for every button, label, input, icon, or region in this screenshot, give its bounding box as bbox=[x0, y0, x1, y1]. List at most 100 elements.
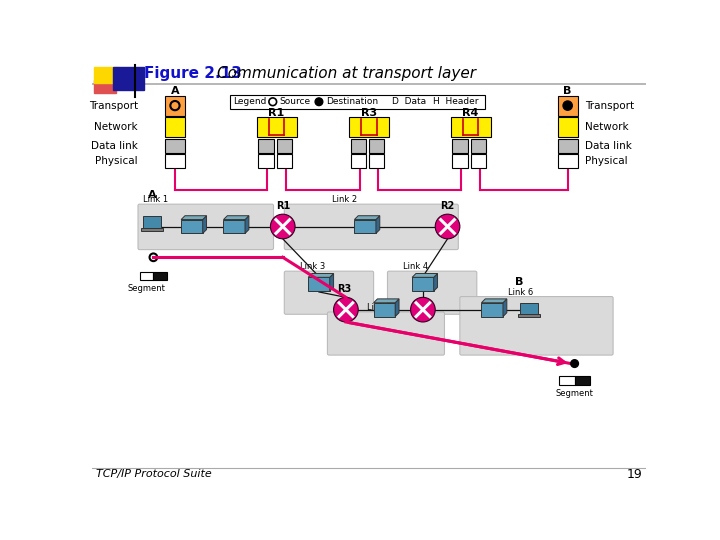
Bar bbox=[140, 272, 153, 280]
Text: D4: D4 bbox=[562, 376, 572, 385]
Bar bbox=[558, 117, 577, 137]
Polygon shape bbox=[223, 215, 249, 220]
Bar bbox=[349, 117, 389, 137]
Text: TCP/IP Protocol Suite: TCP/IP Protocol Suite bbox=[96, 469, 212, 480]
Circle shape bbox=[410, 298, 435, 322]
Bar bbox=[94, 80, 116, 92]
Text: H4: H4 bbox=[155, 272, 166, 281]
Bar bbox=[258, 139, 274, 153]
Circle shape bbox=[333, 298, 359, 322]
Text: Network: Network bbox=[94, 122, 138, 132]
Bar bbox=[223, 220, 245, 233]
Text: Segment: Segment bbox=[127, 284, 166, 293]
Text: Segment: Segment bbox=[556, 389, 593, 398]
Bar bbox=[575, 376, 590, 385]
Bar bbox=[369, 139, 384, 153]
Text: Link 4: Link 4 bbox=[403, 262, 428, 271]
Bar bbox=[165, 96, 185, 116]
Text: Physical: Physical bbox=[95, 156, 138, 166]
Text: Link 1: Link 1 bbox=[143, 195, 168, 204]
Polygon shape bbox=[203, 215, 207, 233]
Polygon shape bbox=[330, 273, 333, 291]
Polygon shape bbox=[245, 215, 249, 233]
Circle shape bbox=[571, 360, 578, 367]
FancyBboxPatch shape bbox=[138, 204, 274, 249]
Text: Transport: Transport bbox=[585, 100, 634, 111]
Bar bbox=[113, 67, 144, 90]
Bar bbox=[518, 314, 540, 318]
Text: Data link: Data link bbox=[585, 140, 631, 151]
Bar bbox=[369, 154, 384, 168]
Bar bbox=[143, 217, 161, 228]
Text: R2: R2 bbox=[441, 201, 454, 211]
Text: Link 3: Link 3 bbox=[300, 262, 325, 271]
Bar bbox=[165, 139, 185, 153]
Text: D4: D4 bbox=[141, 272, 152, 281]
Text: Link 2: Link 2 bbox=[332, 195, 357, 204]
Text: 19: 19 bbox=[626, 468, 642, 481]
Text: R3: R3 bbox=[361, 107, 377, 118]
Bar bbox=[165, 154, 185, 168]
Bar bbox=[153, 272, 167, 280]
Text: Data link: Data link bbox=[91, 140, 138, 151]
Text: Legend: Legend bbox=[233, 97, 267, 106]
Bar bbox=[308, 278, 330, 291]
Bar bbox=[452, 154, 467, 168]
Text: H  Header: H Header bbox=[433, 97, 478, 106]
Text: R3: R3 bbox=[337, 284, 351, 294]
Polygon shape bbox=[181, 215, 207, 220]
Circle shape bbox=[435, 214, 460, 239]
Bar bbox=[351, 154, 366, 168]
Bar bbox=[374, 303, 395, 316]
Text: Link 5: Link 5 bbox=[367, 303, 392, 312]
Bar bbox=[181, 220, 203, 233]
Bar bbox=[141, 228, 163, 231]
Bar bbox=[452, 139, 467, 153]
Text: A: A bbox=[171, 86, 179, 96]
Bar bbox=[558, 139, 577, 153]
Polygon shape bbox=[482, 299, 507, 303]
Polygon shape bbox=[412, 273, 438, 278]
Bar bbox=[351, 139, 366, 153]
Circle shape bbox=[563, 101, 572, 110]
Bar bbox=[471, 139, 486, 153]
Polygon shape bbox=[503, 299, 507, 316]
Circle shape bbox=[271, 214, 295, 239]
FancyBboxPatch shape bbox=[328, 312, 444, 355]
Text: Communication at transport layer: Communication at transport layer bbox=[217, 66, 477, 81]
Bar bbox=[354, 220, 376, 233]
Text: R1: R1 bbox=[276, 201, 290, 211]
Text: R1: R1 bbox=[269, 107, 284, 118]
Text: Destination: Destination bbox=[326, 97, 378, 106]
Bar bbox=[230, 95, 485, 109]
Bar bbox=[558, 154, 577, 168]
Bar bbox=[520, 303, 539, 314]
Bar bbox=[276, 139, 292, 153]
Text: B: B bbox=[515, 276, 523, 287]
Text: H4: H4 bbox=[577, 376, 588, 385]
Text: D  Data: D Data bbox=[392, 97, 426, 106]
FancyBboxPatch shape bbox=[284, 271, 374, 314]
Text: B: B bbox=[564, 86, 572, 96]
Bar bbox=[451, 117, 490, 137]
Text: Network: Network bbox=[585, 122, 629, 132]
Bar bbox=[482, 303, 503, 316]
Bar bbox=[412, 278, 433, 291]
Bar bbox=[559, 376, 575, 385]
Polygon shape bbox=[376, 215, 379, 233]
Polygon shape bbox=[433, 273, 438, 291]
Bar bbox=[94, 67, 119, 83]
Text: Source: Source bbox=[279, 97, 311, 106]
FancyBboxPatch shape bbox=[387, 271, 477, 314]
Polygon shape bbox=[395, 299, 399, 316]
Text: R4: R4 bbox=[418, 284, 431, 294]
Polygon shape bbox=[308, 273, 333, 278]
Bar bbox=[258, 154, 274, 168]
Bar bbox=[256, 117, 297, 137]
FancyBboxPatch shape bbox=[284, 204, 459, 249]
Bar bbox=[558, 96, 577, 116]
FancyBboxPatch shape bbox=[460, 296, 613, 355]
Polygon shape bbox=[374, 299, 399, 303]
Bar bbox=[276, 154, 292, 168]
Polygon shape bbox=[354, 215, 379, 220]
